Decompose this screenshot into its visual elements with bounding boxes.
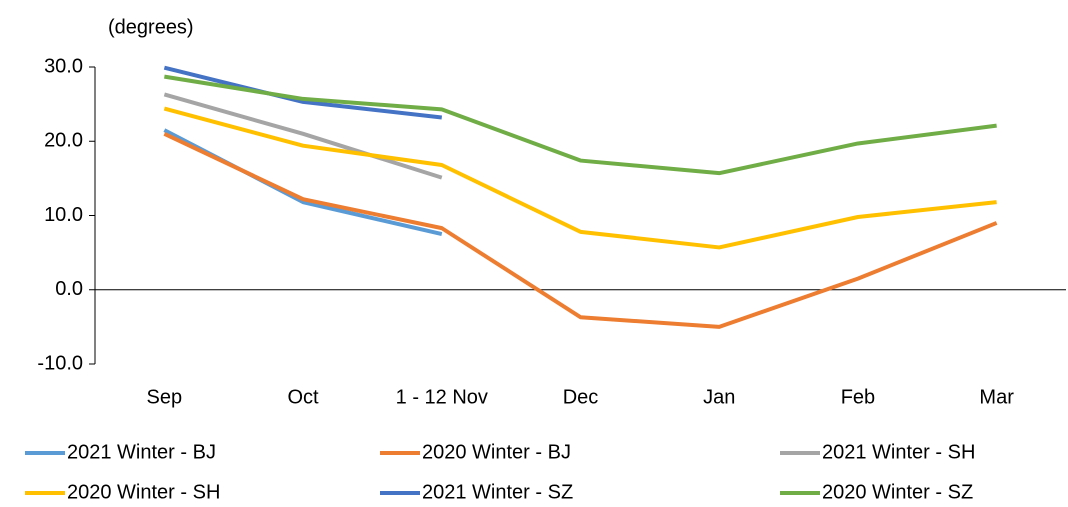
series-line [163, 92, 443, 180]
x-tick-label: Mar [979, 386, 1014, 408]
y-tick-label: -10.0 [37, 352, 83, 374]
legend-label: 2020 Winter - BJ [422, 441, 571, 463]
series-line [164, 74, 997, 176]
x-tick-label: Dec [563, 386, 599, 408]
x-tick-label: 1 - 12 Nov [396, 386, 488, 408]
x-tick-label: Sep [147, 386, 183, 408]
y-tick-label: 10.0 [44, 204, 83, 226]
y-axis-label: (degrees) [108, 16, 194, 38]
y-tick-label: 0.0 [55, 278, 83, 300]
legend-label: 2021 Winter - SZ [422, 481, 573, 503]
legend-label: 2020 Winter - SZ [822, 481, 973, 503]
y-tick-label: 20.0 [44, 130, 83, 152]
series-line [163, 106, 997, 250]
legend-label: 2021 Winter - SH [822, 441, 975, 463]
series-line [163, 65, 443, 120]
x-tick-label: Oct [288, 386, 320, 408]
legend-label: 2021 Winter - BJ [67, 441, 216, 463]
legend-label: 2020 Winter - SH [67, 481, 220, 503]
x-tick-label: Jan [703, 386, 735, 408]
x-tick-label: Feb [841, 386, 875, 408]
y-tick-label: 30.0 [44, 55, 83, 77]
series-line [163, 132, 998, 329]
